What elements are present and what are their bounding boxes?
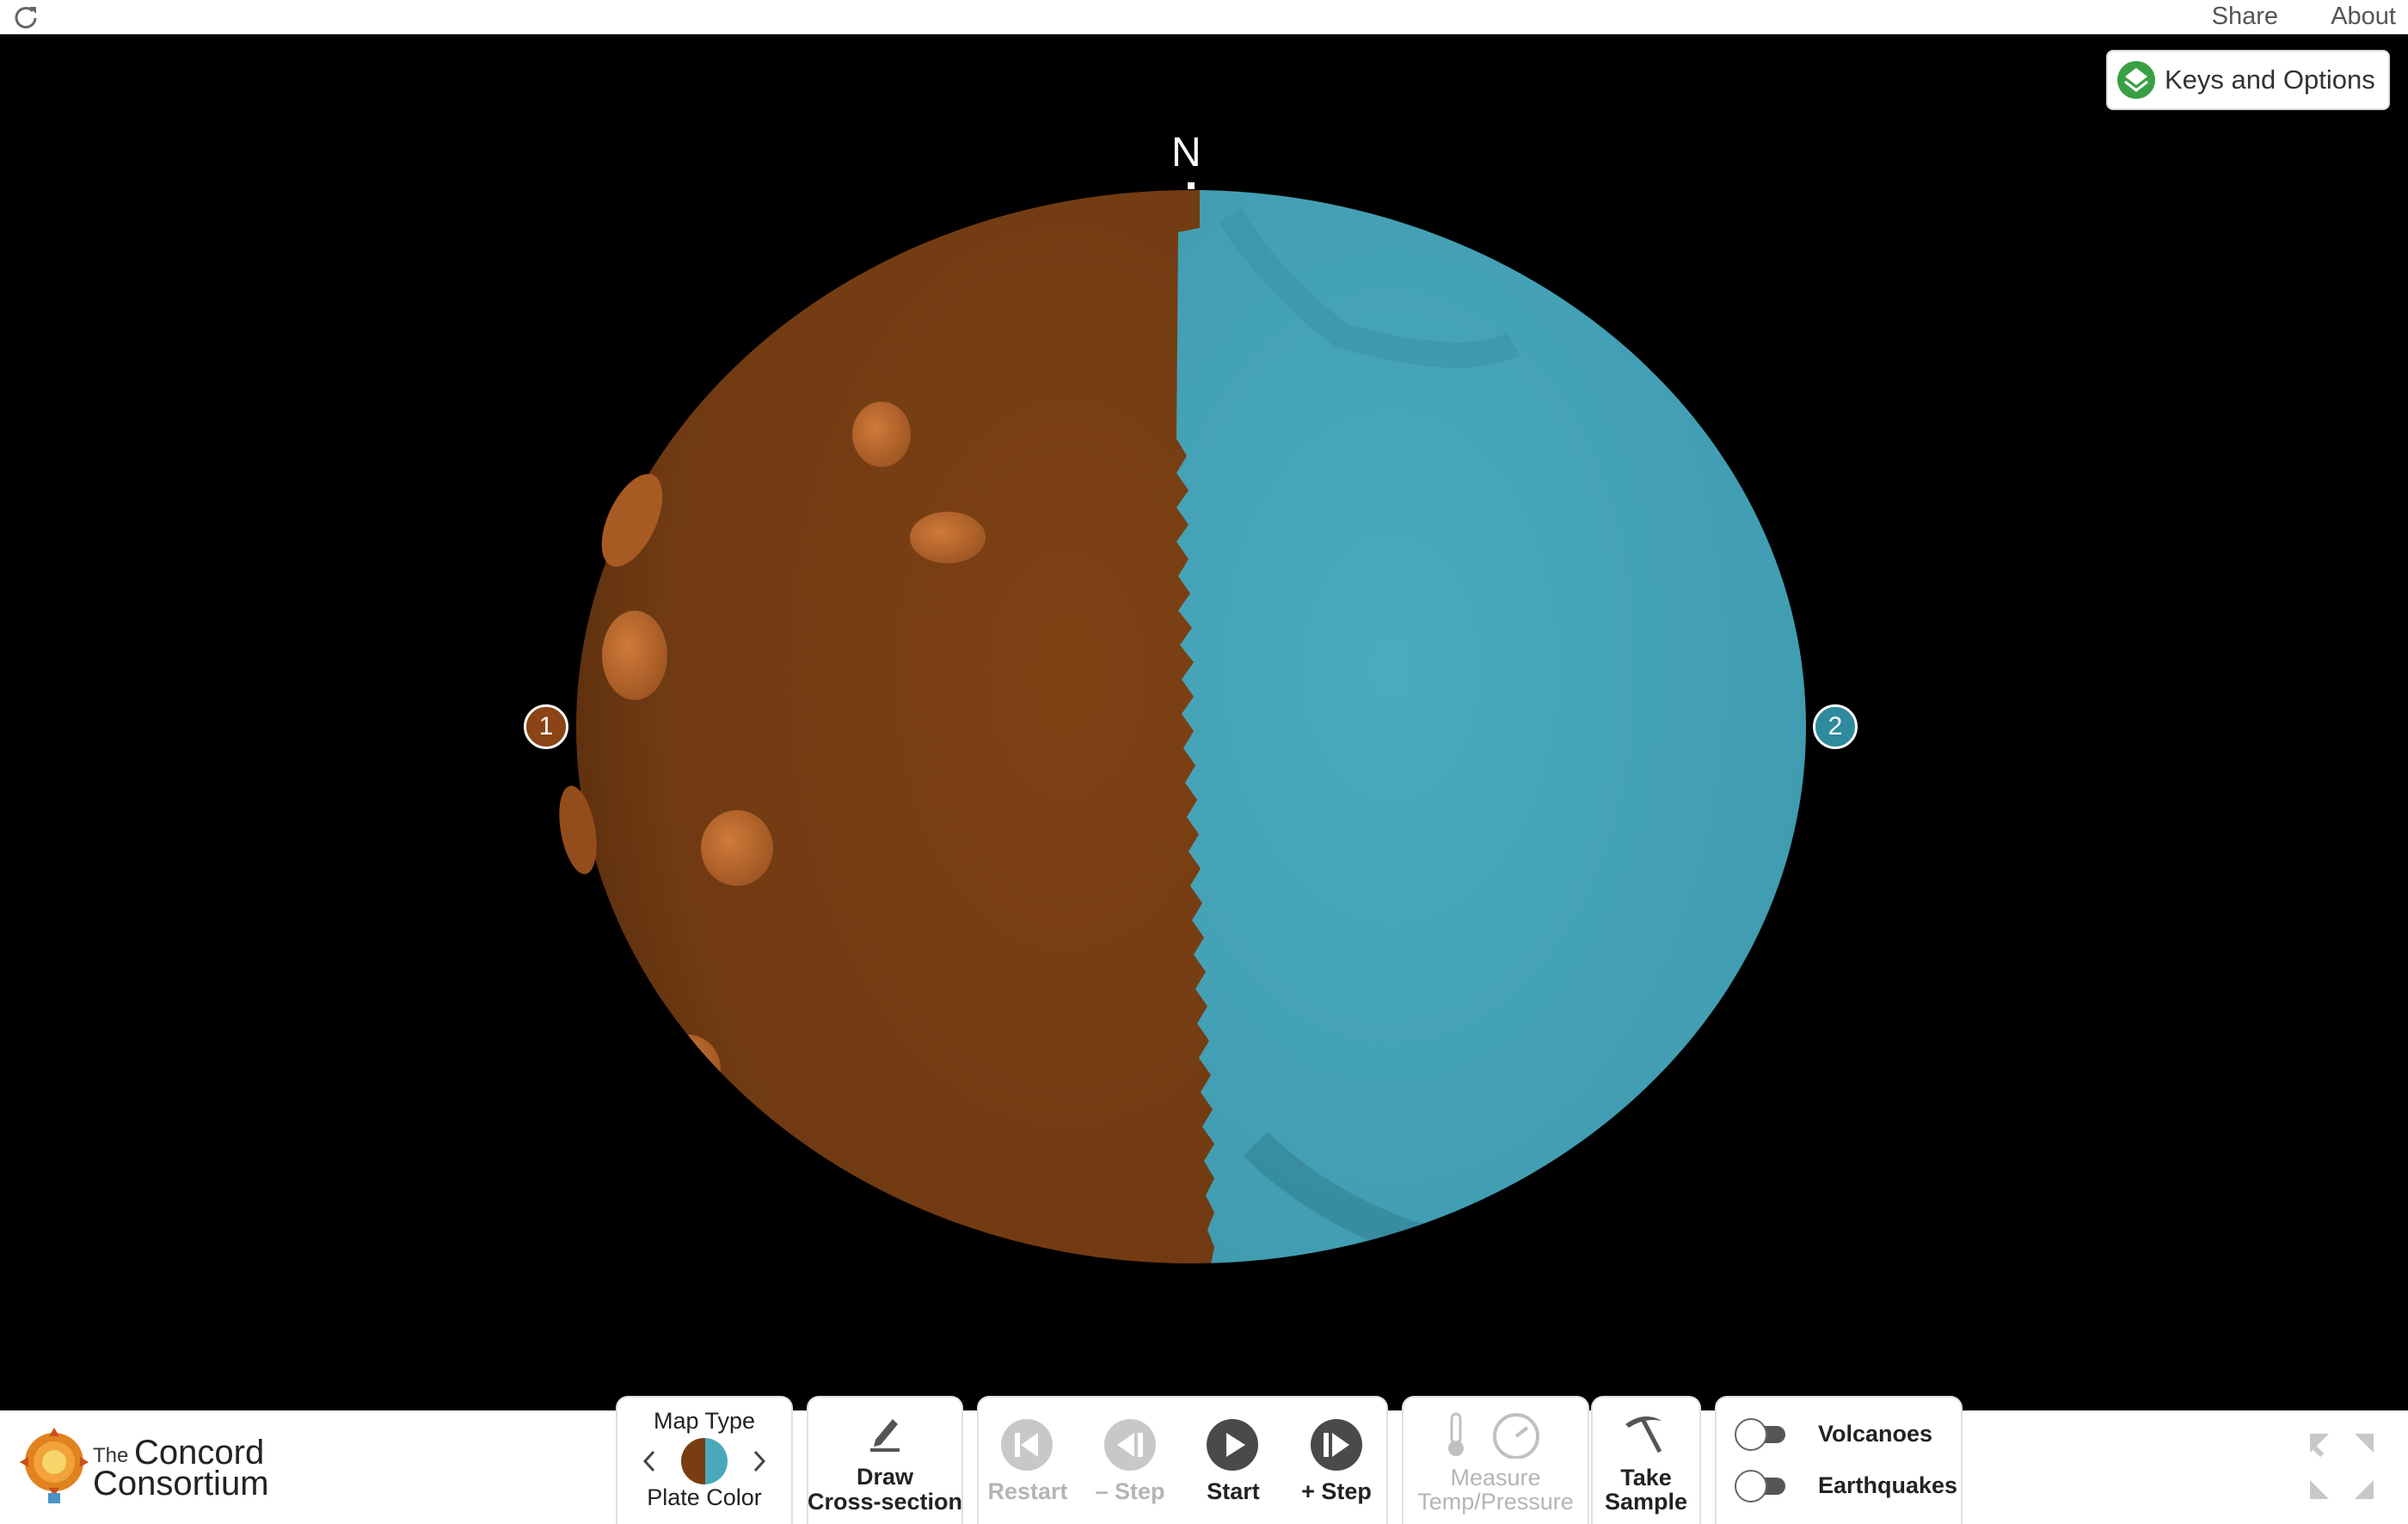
keys-and-options-button[interactable]: Keys and Options — [2106, 50, 2390, 110]
globe-view[interactable] — [0, 34, 2408, 1410]
volcano-bump — [602, 611, 667, 700]
measure-tab[interactable] — [1402, 1396, 1589, 1524]
volcanoes-toggle[interactable] — [1734, 1417, 1791, 1452]
share-link[interactable]: Share — [2211, 3, 2278, 30]
restart-label: Restart — [987, 1478, 1068, 1504]
plate-2-marker[interactable]: 2 — [1813, 704, 1858, 749]
logo-text-consortium: Consortium — [93, 1465, 269, 1502]
volcano-bump — [852, 402, 911, 467]
volcano-bump — [910, 512, 986, 563]
plate-1-marker[interactable]: 1 — [524, 704, 568, 749]
concord-consortium-logo — [20, 1428, 89, 1503]
plate-1-surface — [576, 190, 1238, 1263]
map-type-value: Plate Color — [647, 1484, 762, 1510]
volcano-bump — [655, 1035, 721, 1103]
draw-label-line2: Cross-section — [807, 1489, 963, 1515]
step-back-label: – Step — [1095, 1478, 1165, 1504]
volcanoes-label: Volcanoes — [1818, 1421, 1933, 1447]
sample-label-line2: Sample — [1604, 1489, 1688, 1515]
reload-icon[interactable] — [12, 3, 40, 31]
top-bar: Share About — [0, 0, 2408, 34]
plate-color-map-icon[interactable] — [679, 1436, 729, 1486]
about-link[interactable]: About — [2331, 3, 2396, 30]
volcano-bump — [601, 474, 663, 567]
earthquakes-label: Earthquakes — [1818, 1472, 1958, 1498]
restart-icon[interactable] — [1000, 1418, 1054, 1472]
logo-text-concord: Concord — [134, 1434, 265, 1472]
plate-2-shadow — [1219, 208, 1520, 368]
logo-text-the: The — [93, 1444, 129, 1467]
keys-and-options-label: Keys and Options — [2165, 65, 2375, 95]
earthquakes-toggle[interactable] — [1734, 1469, 1791, 1503]
chevron-left-icon[interactable] — [640, 1447, 660, 1476]
volcano-bump — [701, 810, 773, 886]
overlay-toggles-panel — [1715, 1396, 1963, 1524]
step-back-icon[interactable] — [1103, 1418, 1157, 1472]
measure-label-line1: Measure — [1450, 1465, 1541, 1490]
layers-icon — [2117, 61, 2155, 99]
start-label: Start — [1207, 1478, 1260, 1504]
plate-2-surface — [1176, 190, 1806, 1263]
pencil-icon — [870, 1419, 900, 1452]
step-forward-label: + Step — [1301, 1478, 1372, 1504]
step-forward-icon[interactable] — [1310, 1418, 1363, 1472]
pickaxe-icon — [1625, 1416, 1662, 1453]
measure-label-line2: Temp/Pressure — [1417, 1489, 1574, 1515]
volcano-bump — [559, 785, 597, 875]
map-type-title: Map Type — [653, 1408, 756, 1434]
thermometer-icon — [1448, 1412, 1464, 1456]
north-label: N — [1171, 130, 1201, 175]
pressure-gauge-icon — [1493, 1413, 1539, 1459]
draw-label-line1: Draw — [856, 1464, 914, 1490]
chevron-right-icon[interactable] — [748, 1447, 769, 1476]
sample-label-line1: Take — [1620, 1465, 1672, 1490]
draw-cross-section-tab[interactable] — [807, 1396, 963, 1524]
north-pole-marker — [1188, 182, 1195, 189]
fullscreen-icon[interactable] — [2310, 1434, 2374, 1499]
play-icon[interactable] — [1206, 1418, 1259, 1472]
